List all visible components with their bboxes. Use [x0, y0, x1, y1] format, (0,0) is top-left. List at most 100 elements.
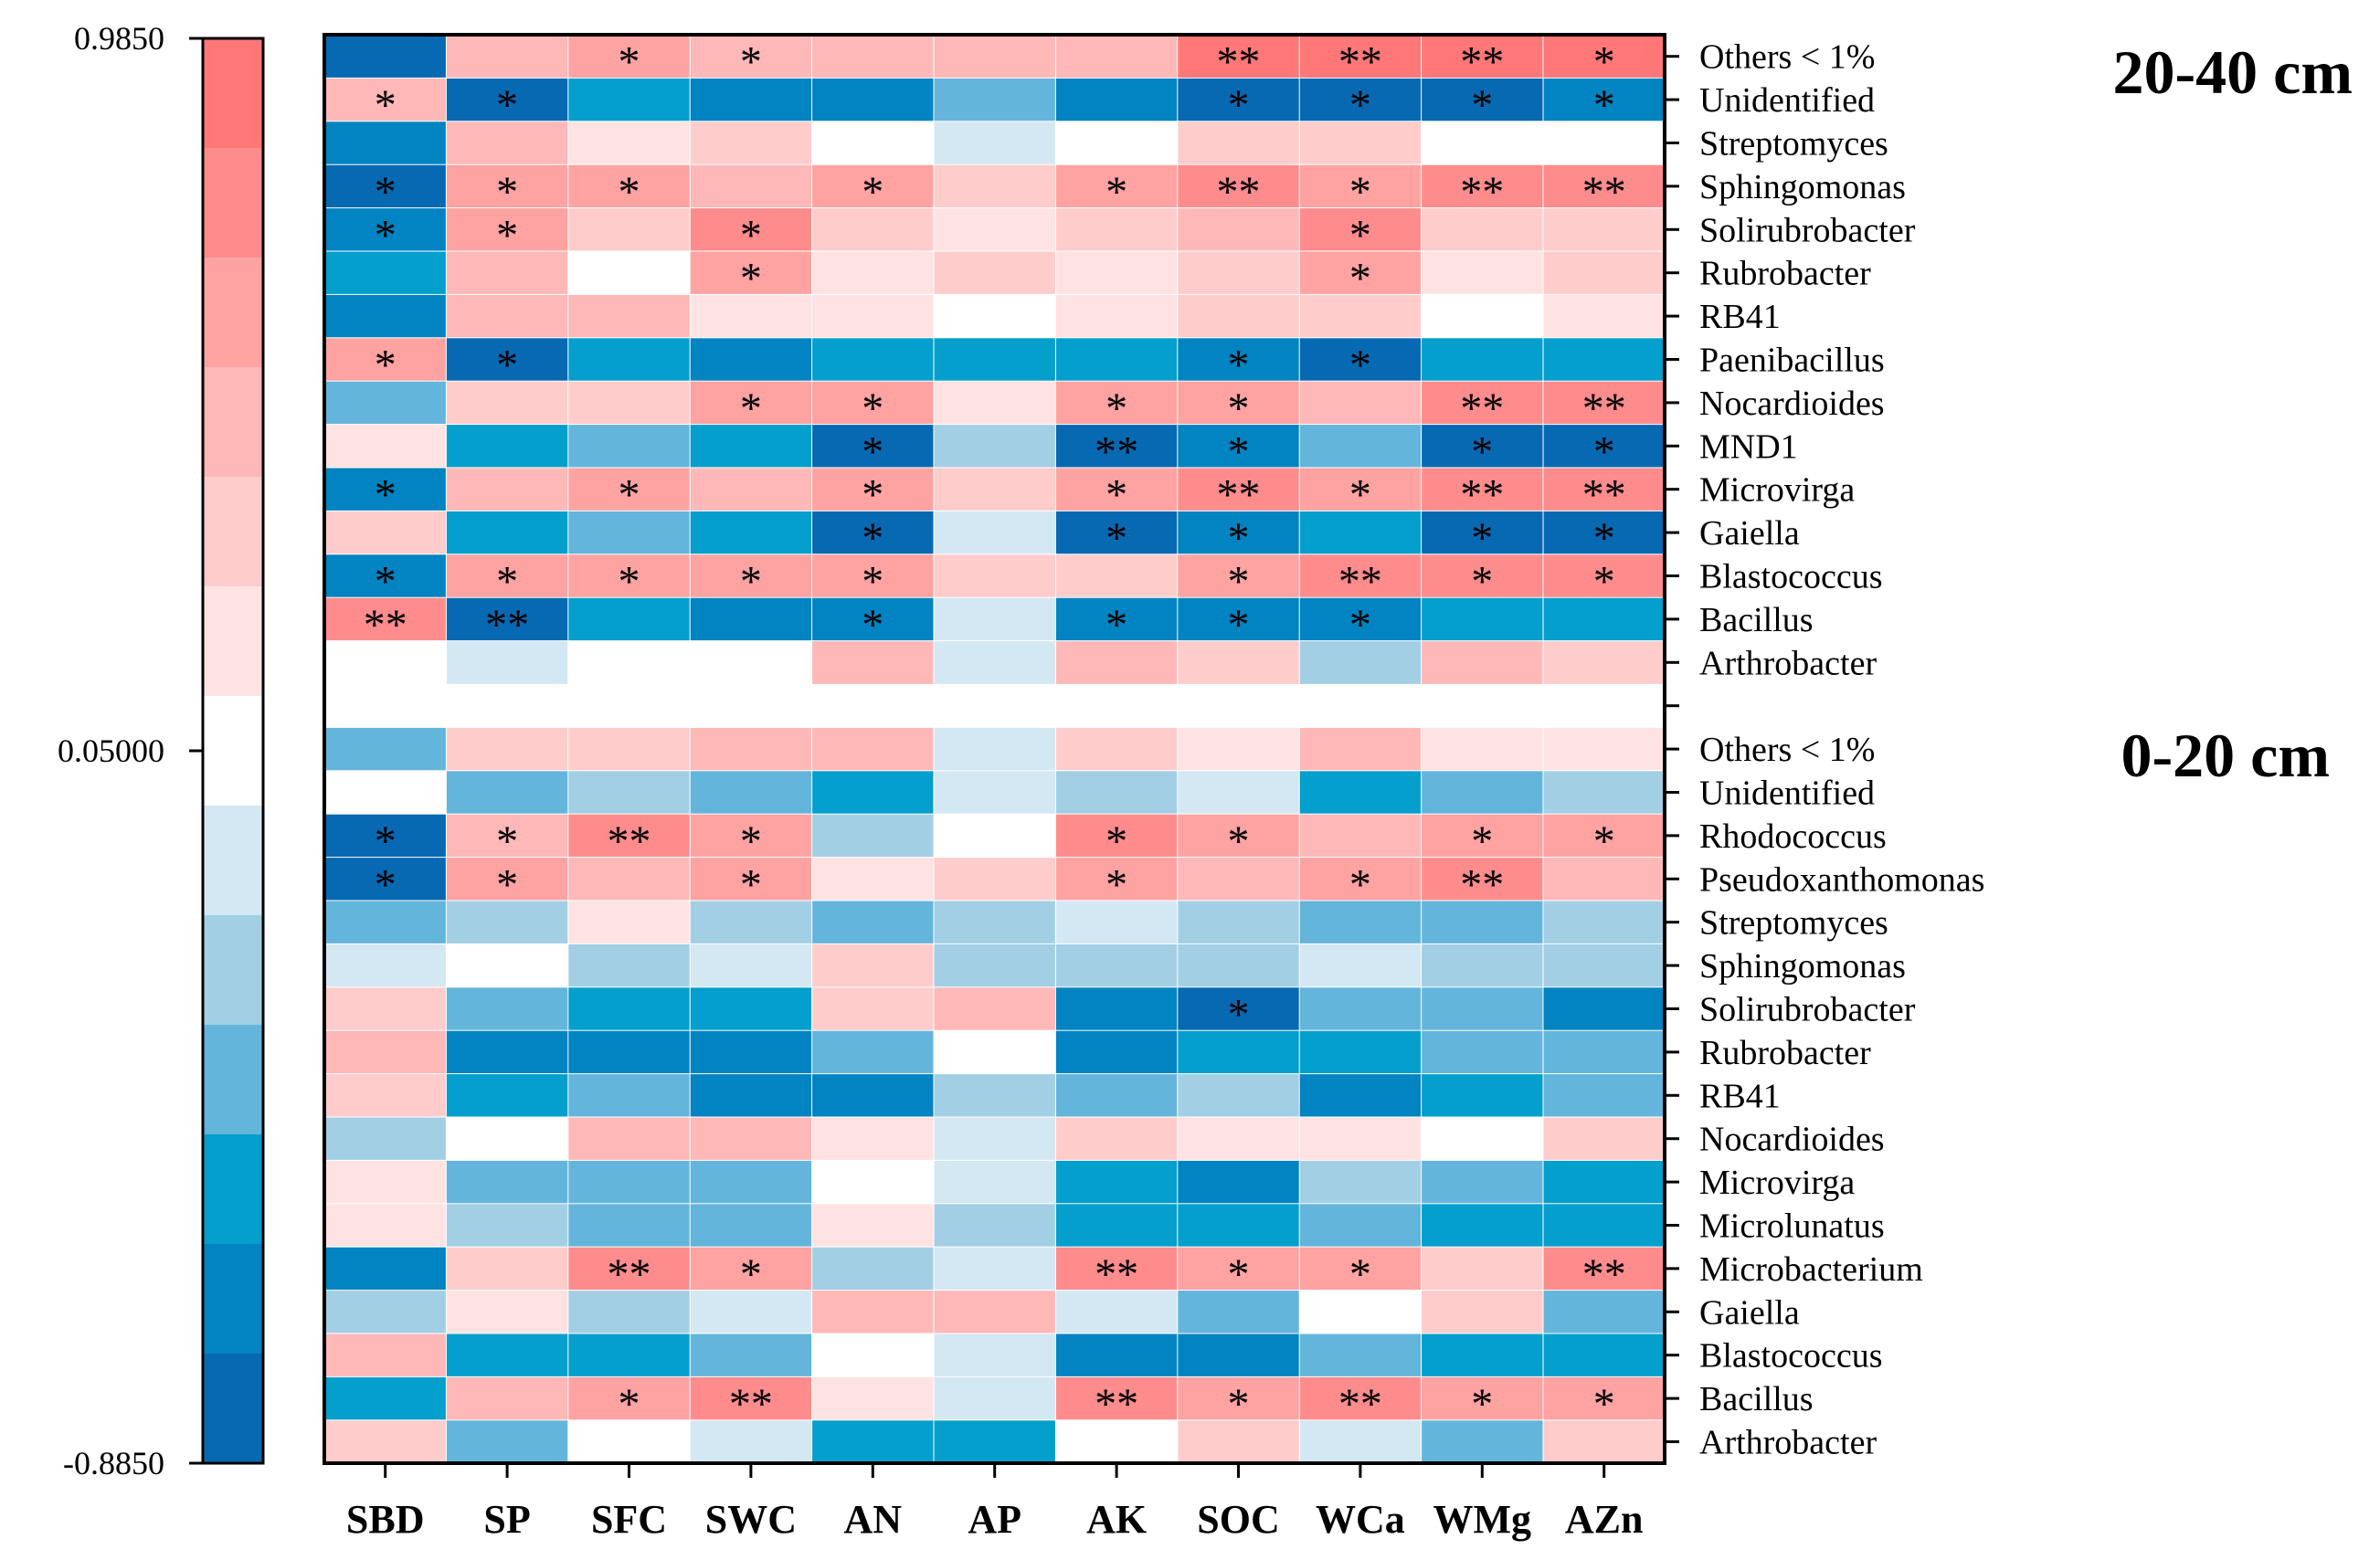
heatmap-cell [323, 424, 448, 469]
column-label: SWC [705, 1497, 797, 1542]
heatmap-cell [1298, 1419, 1423, 1465]
heatmap-cell [567, 553, 692, 599]
heatmap-cell [689, 596, 813, 642]
row-label: Rubrobacter [1699, 1034, 1871, 1072]
heatmap-cell [1421, 1419, 1544, 1465]
heatmap-cell [933, 293, 1057, 339]
heatmap-cell [1421, 640, 1544, 685]
heatmap-cell [1054, 770, 1179, 816]
heatmap-cell [323, 1419, 448, 1465]
heatmap-cell [1421, 337, 1544, 383]
row-label: Sphingomonas [1699, 168, 1906, 206]
heatmap-cell [323, 1246, 448, 1291]
heatmap-cell [1177, 1376, 1301, 1421]
heatmap-cell [1177, 596, 1301, 642]
heatmap-cell [933, 1333, 1057, 1378]
section-label-20-40: 20-40 cm [2113, 37, 2353, 107]
heatmap-cell [567, 467, 692, 512]
heatmap-cell [323, 250, 448, 296]
heatmap-cell [1421, 1116, 1544, 1162]
heatmap-cell [689, 1290, 813, 1334]
heatmap-cell [1542, 1159, 1666, 1205]
heatmap-cell [323, 77, 448, 122]
heatmap-cell [1298, 1116, 1423, 1162]
heatmap-cell [1421, 726, 1544, 772]
heatmap-cell [1298, 121, 1423, 166]
colorbar-band [203, 1134, 263, 1245]
heatmap-cell [1298, 1029, 1423, 1075]
colorbar-band [203, 1354, 263, 1464]
heatmap-cell [445, 380, 569, 426]
heatmap-cell [1542, 1376, 1666, 1421]
heatmap-cell [689, 337, 813, 383]
heatmap-cell [1177, 77, 1301, 122]
heatmap-cell [811, 250, 935, 296]
heatmap-cell [1421, 813, 1544, 859]
colorbar: 0.9850 0.05000 -0.8850 [58, 20, 265, 1481]
heatmap-cell [1421, 510, 1544, 555]
heatmap-cell [1298, 1333, 1423, 1378]
heatmap-cell [567, 510, 692, 555]
heatmap-cell [689, 1116, 813, 1162]
heatmap-cell [933, 553, 1057, 599]
column-label: SFC [591, 1497, 667, 1542]
heatmap-cell [1054, 1376, 1179, 1421]
row-label: Unidentified [1699, 81, 1875, 120]
heatmap-cell [933, 510, 1057, 555]
heatmap-cell [1421, 293, 1544, 339]
heatmap-cell [567, 1376, 692, 1421]
heatmap-cell [567, 1029, 692, 1075]
heatmap-cell [689, 467, 813, 512]
heatmap-cell [1298, 900, 1423, 945]
section-label-0-20: 0-20 cm [2121, 721, 2330, 790]
heatmap-cell [1054, 943, 1179, 988]
heatmap-cell [1421, 77, 1544, 122]
heatmap-cell [811, 380, 935, 426]
heatmap-cell [1421, 857, 1544, 901]
row-label: MND1 [1699, 427, 1798, 466]
row-label: Gaiella [1699, 1293, 1800, 1332]
heatmap-cell [933, 1203, 1057, 1249]
heatmap-cell [567, 293, 692, 339]
heatmap-cell [933, 337, 1057, 383]
row-label: Microvirga [1699, 1164, 1855, 1202]
heatmap-cell [567, 250, 692, 296]
heatmap-cell [1177, 1333, 1301, 1378]
heatmap-cell [811, 163, 935, 209]
heatmap-cell [1054, 553, 1179, 599]
heatmap-cell [1542, 250, 1666, 296]
heatmap-cell [811, 726, 935, 772]
plot-frame [323, 33, 1666, 1465]
column-label: AK [1086, 1497, 1147, 1542]
heatmap-cell [933, 857, 1057, 901]
heatmap-cell [689, 424, 813, 469]
heatmap-cell [811, 1290, 935, 1334]
heatmap-cell [445, 77, 569, 122]
heatmap-cell [689, 900, 813, 945]
heatmap-cell [811, 553, 935, 599]
heatmap-cell [567, 596, 692, 642]
heatmap-cell [323, 121, 448, 166]
heatmap-cell [323, 1029, 448, 1075]
heatmap-cell [1177, 726, 1301, 772]
heatmap-cell [1054, 207, 1179, 252]
heatmap-cell [811, 857, 935, 901]
heatmap-cell [1177, 121, 1301, 166]
heatmap-cell [445, 250, 569, 296]
heatmap-cell [1298, 1073, 1423, 1118]
colorbar-band [203, 148, 263, 258]
heatmap-cell [1054, 424, 1179, 469]
heatmap-cell [1542, 986, 1666, 1032]
heatmap-cell [933, 380, 1057, 426]
column-label: AP [968, 1497, 1021, 1542]
heatmap-cell [323, 640, 448, 685]
heatmap-cell [1542, 337, 1666, 383]
column-labels: SBD SP SFC SWC AN AP AK SOC WCa WMg AZn [346, 1463, 1643, 1542]
heatmap-cell [811, 510, 935, 555]
heatmap-cell [1177, 1029, 1301, 1075]
heatmap-cell [1421, 250, 1544, 296]
heatmap-cell [1542, 1203, 1666, 1249]
heatmap-cell [689, 207, 813, 252]
heatmap-cell [323, 1290, 448, 1334]
heatmap-cell [1054, 1290, 1179, 1334]
